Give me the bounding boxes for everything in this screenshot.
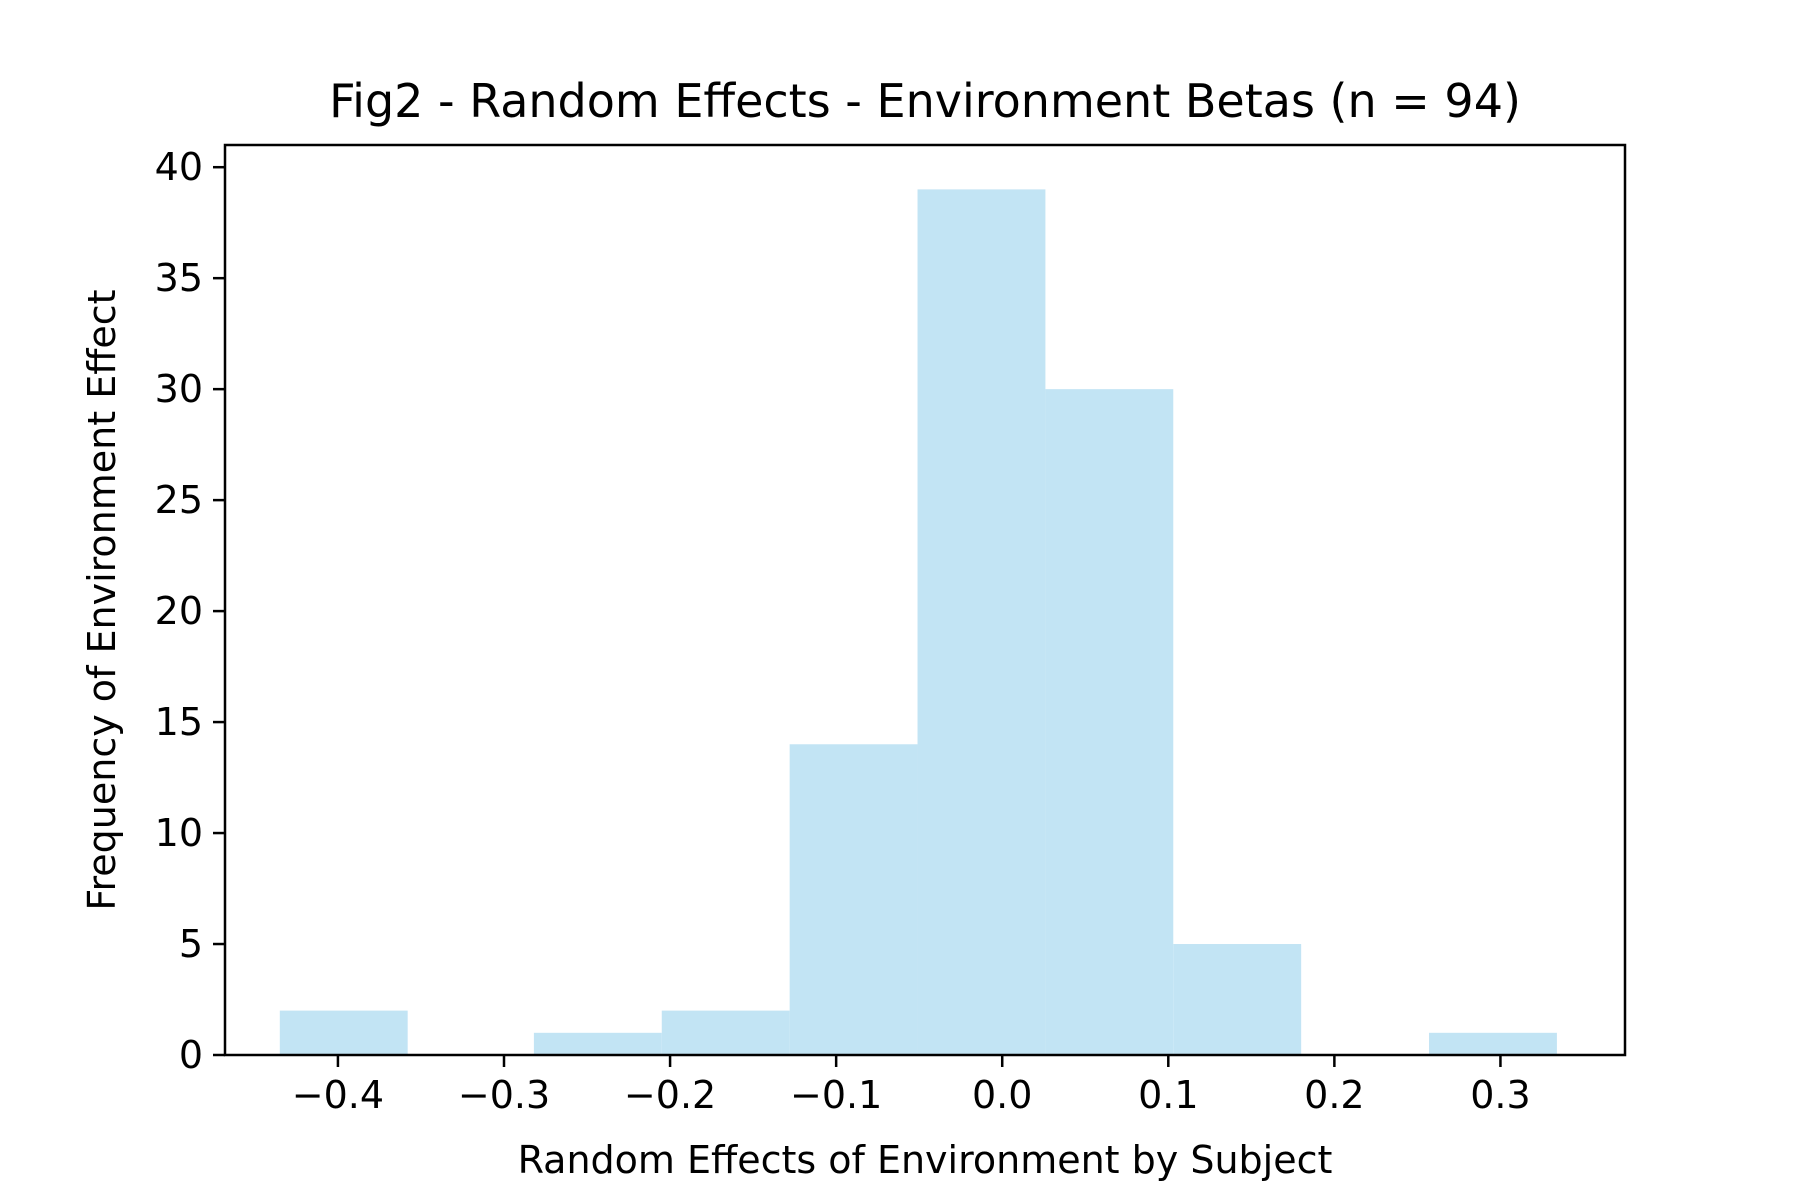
x-tick-label: 0.3 <box>1470 1073 1530 1117</box>
histogram-bar-7 <box>1173 944 1302 1055</box>
y-tick-label: 20 <box>155 589 203 633</box>
histogram-bar-5 <box>917 189 1046 1055</box>
histogram-bar-9 <box>1429 1032 1557 1055</box>
chart-title: Fig2 - Random Effects - Environment Beta… <box>329 74 1521 128</box>
y-tick-label: 35 <box>155 256 203 300</box>
y-axis: 0 5 10 15 20 25 30 35 40 <box>155 145 225 1077</box>
histogram-bar-3 <box>661 1010 790 1055</box>
x-tick-label: −0.3 <box>458 1073 550 1117</box>
y-tick-label: 40 <box>155 145 203 189</box>
histogram-bar-4 <box>789 744 918 1055</box>
y-tick-label: 25 <box>155 478 203 522</box>
x-tick-label: 0.1 <box>1138 1073 1198 1117</box>
y-tick-label: 15 <box>155 700 203 744</box>
x-tick-label: 0.2 <box>1304 1073 1364 1117</box>
histogram-bar-6 <box>1045 389 1174 1055</box>
histogram-bar-2 <box>533 1032 662 1055</box>
x-tick-label: −0.1 <box>790 1073 882 1117</box>
y-tick-label: 10 <box>155 811 203 855</box>
x-tick-label: −0.4 <box>292 1073 384 1117</box>
y-axis-label: Frequency of Environment Effect <box>80 289 124 910</box>
x-axis-label: Random Effects of Environment by Subject <box>518 1138 1333 1182</box>
x-tick-label: 0.0 <box>972 1073 1032 1117</box>
y-tick-label: 0 <box>179 1033 203 1077</box>
histogram-bar-0 <box>279 1010 408 1055</box>
plot-frame <box>223 143 1627 1057</box>
x-axis: −0.4 −0.3 −0.2 −0.1 0.0 0.1 0.2 0.3 <box>292 1055 1531 1117</box>
bars-layer <box>279 189 1557 1055</box>
x-tick-label: −0.2 <box>624 1073 716 1117</box>
y-tick-label: 30 <box>155 367 203 411</box>
y-tick-label: 5 <box>179 922 203 966</box>
